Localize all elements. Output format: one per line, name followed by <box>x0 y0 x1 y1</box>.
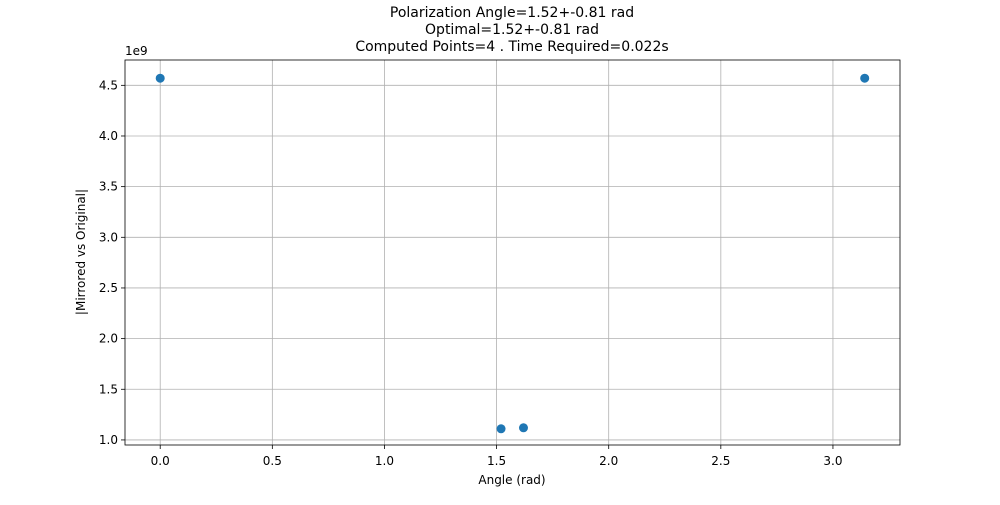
x-tick-label: 2.5 <box>711 454 730 468</box>
y-axis-label: |Mirrored vs Original| <box>74 189 88 315</box>
y-offset-text: 1e9 <box>125 44 148 58</box>
y-tick-label: 2.0 <box>99 332 118 346</box>
x-axis-label: Angle (rad) <box>478 473 545 487</box>
chart-title: Polarization Angle=1.52+-0.81 rad Optima… <box>355 5 668 55</box>
y-tick-label: 3.5 <box>99 180 118 194</box>
data-point <box>860 73 870 83</box>
title-line-2: Optimal=1.52+-0.81 rad <box>425 22 599 38</box>
x-tick-label: 2.0 <box>599 454 618 468</box>
x-tick-label: 1.5 <box>487 454 506 468</box>
y-tick-label: 4.0 <box>99 129 118 143</box>
grid-lines <box>125 60 900 445</box>
data-points <box>155 73 870 434</box>
data-point <box>155 73 165 83</box>
plot-frame <box>124 59 901 446</box>
axis-ticks <box>121 84 834 449</box>
y-tick-label: 1.0 <box>99 433 118 447</box>
title-line-3: Computed Points=4 . Time Required=0.022s <box>355 39 668 55</box>
y-tick-label: 2.5 <box>99 281 118 295</box>
x-tick-label: 3.0 <box>823 454 842 468</box>
y-tick-label: 3.0 <box>99 230 118 244</box>
x-tick-label: 1.0 <box>375 454 394 468</box>
data-point <box>518 423 528 433</box>
title-line-1: Polarization Angle=1.52+-0.81 rad <box>390 5 634 21</box>
x-tick-label: 0.0 <box>151 454 170 468</box>
x-tick-label: 0.5 <box>263 454 282 468</box>
y-tick-label: 4.5 <box>99 78 118 92</box>
data-point <box>496 424 506 434</box>
tick-labels: 0.0 0.5 1.0 1.5 2.0 2.5 3.0 1.0 1.5 2.0 2.5 3.0 3.5 4… <box>99 78 843 468</box>
y-tick-label: 1.5 <box>99 382 118 396</box>
